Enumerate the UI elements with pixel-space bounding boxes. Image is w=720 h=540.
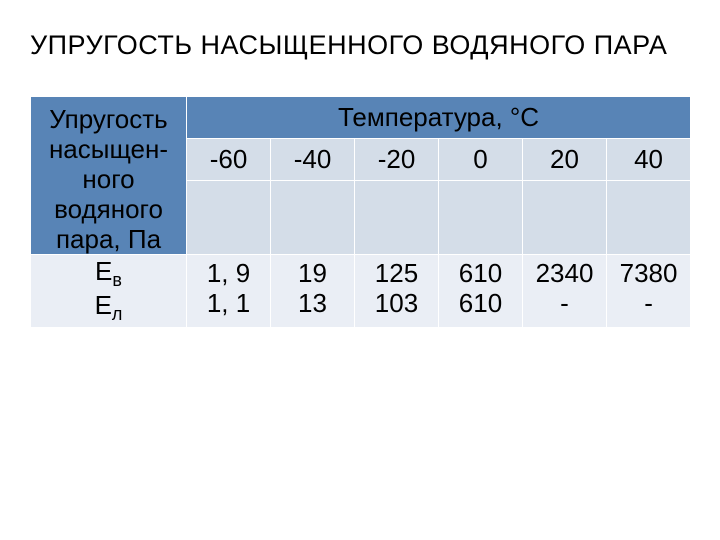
data-cell: 7380 - <box>607 255 691 328</box>
data-cell <box>271 181 355 255</box>
param-el: Ел <box>31 291 186 325</box>
el-value: 13 <box>271 289 354 319</box>
temp-col: 20 <box>523 139 607 181</box>
ev-value: 610 <box>439 259 522 289</box>
rowhead-line: насыщен- <box>31 135 186 165</box>
param-label-cell: Ев Ел <box>31 255 187 328</box>
data-cell <box>523 181 607 255</box>
page-title: УПРУГОСТЬ НАСЫЩЕННОГО ВОДЯНОГО ПАРА <box>30 30 690 61</box>
data-cell: 1, 9 1, 1 <box>187 255 271 328</box>
temp-col: -60 <box>187 139 271 181</box>
header-row-1: Упругость насыщен- ного водяного пара, П… <box>31 97 691 139</box>
el-value: - <box>607 289 690 319</box>
el-value: 610 <box>439 289 522 319</box>
temp-col: 0 <box>439 139 523 181</box>
temp-col: -20 <box>355 139 439 181</box>
data-row-ev-el: Ев Ел 1, 9 1, 1 19 13 125 103 610 <box>31 255 691 328</box>
data-cell <box>187 181 271 255</box>
ev-value: 1, 9 <box>187 259 270 289</box>
row-header-main: Упругость насыщен- ного водяного пара, П… <box>31 97 187 255</box>
rowhead-line: водяного <box>31 195 186 225</box>
temp-col: 40 <box>607 139 691 181</box>
ev-value: 125 <box>355 259 438 289</box>
data-cell <box>439 181 523 255</box>
data-cell: 2340 - <box>523 255 607 328</box>
ev-value: 7380 <box>607 259 690 289</box>
ev-value: 2340 <box>523 259 606 289</box>
rowhead-line: Упругость <box>31 105 186 135</box>
data-cell: 19 13 <box>271 255 355 328</box>
temp-col: -40 <box>271 139 355 181</box>
ev-value: 19 <box>271 259 354 289</box>
param-ev: Ев <box>31 257 186 291</box>
data-cell <box>355 181 439 255</box>
data-cell: 610 610 <box>439 255 523 328</box>
temperature-header: Температура, °С <box>187 97 691 139</box>
el-value: 1, 1 <box>187 289 270 319</box>
data-table: Упругость насыщен- ного водяного пара, П… <box>30 96 691 328</box>
rowhead-line: пара, Па <box>31 225 186 255</box>
rowhead-line: ного <box>31 165 186 195</box>
data-cell: 125 103 <box>355 255 439 328</box>
el-value: - <box>523 289 606 319</box>
data-cell <box>607 181 691 255</box>
el-value: 103 <box>355 289 438 319</box>
vapor-pressure-table: Упругость насыщен- ного водяного пара, П… <box>30 96 690 328</box>
